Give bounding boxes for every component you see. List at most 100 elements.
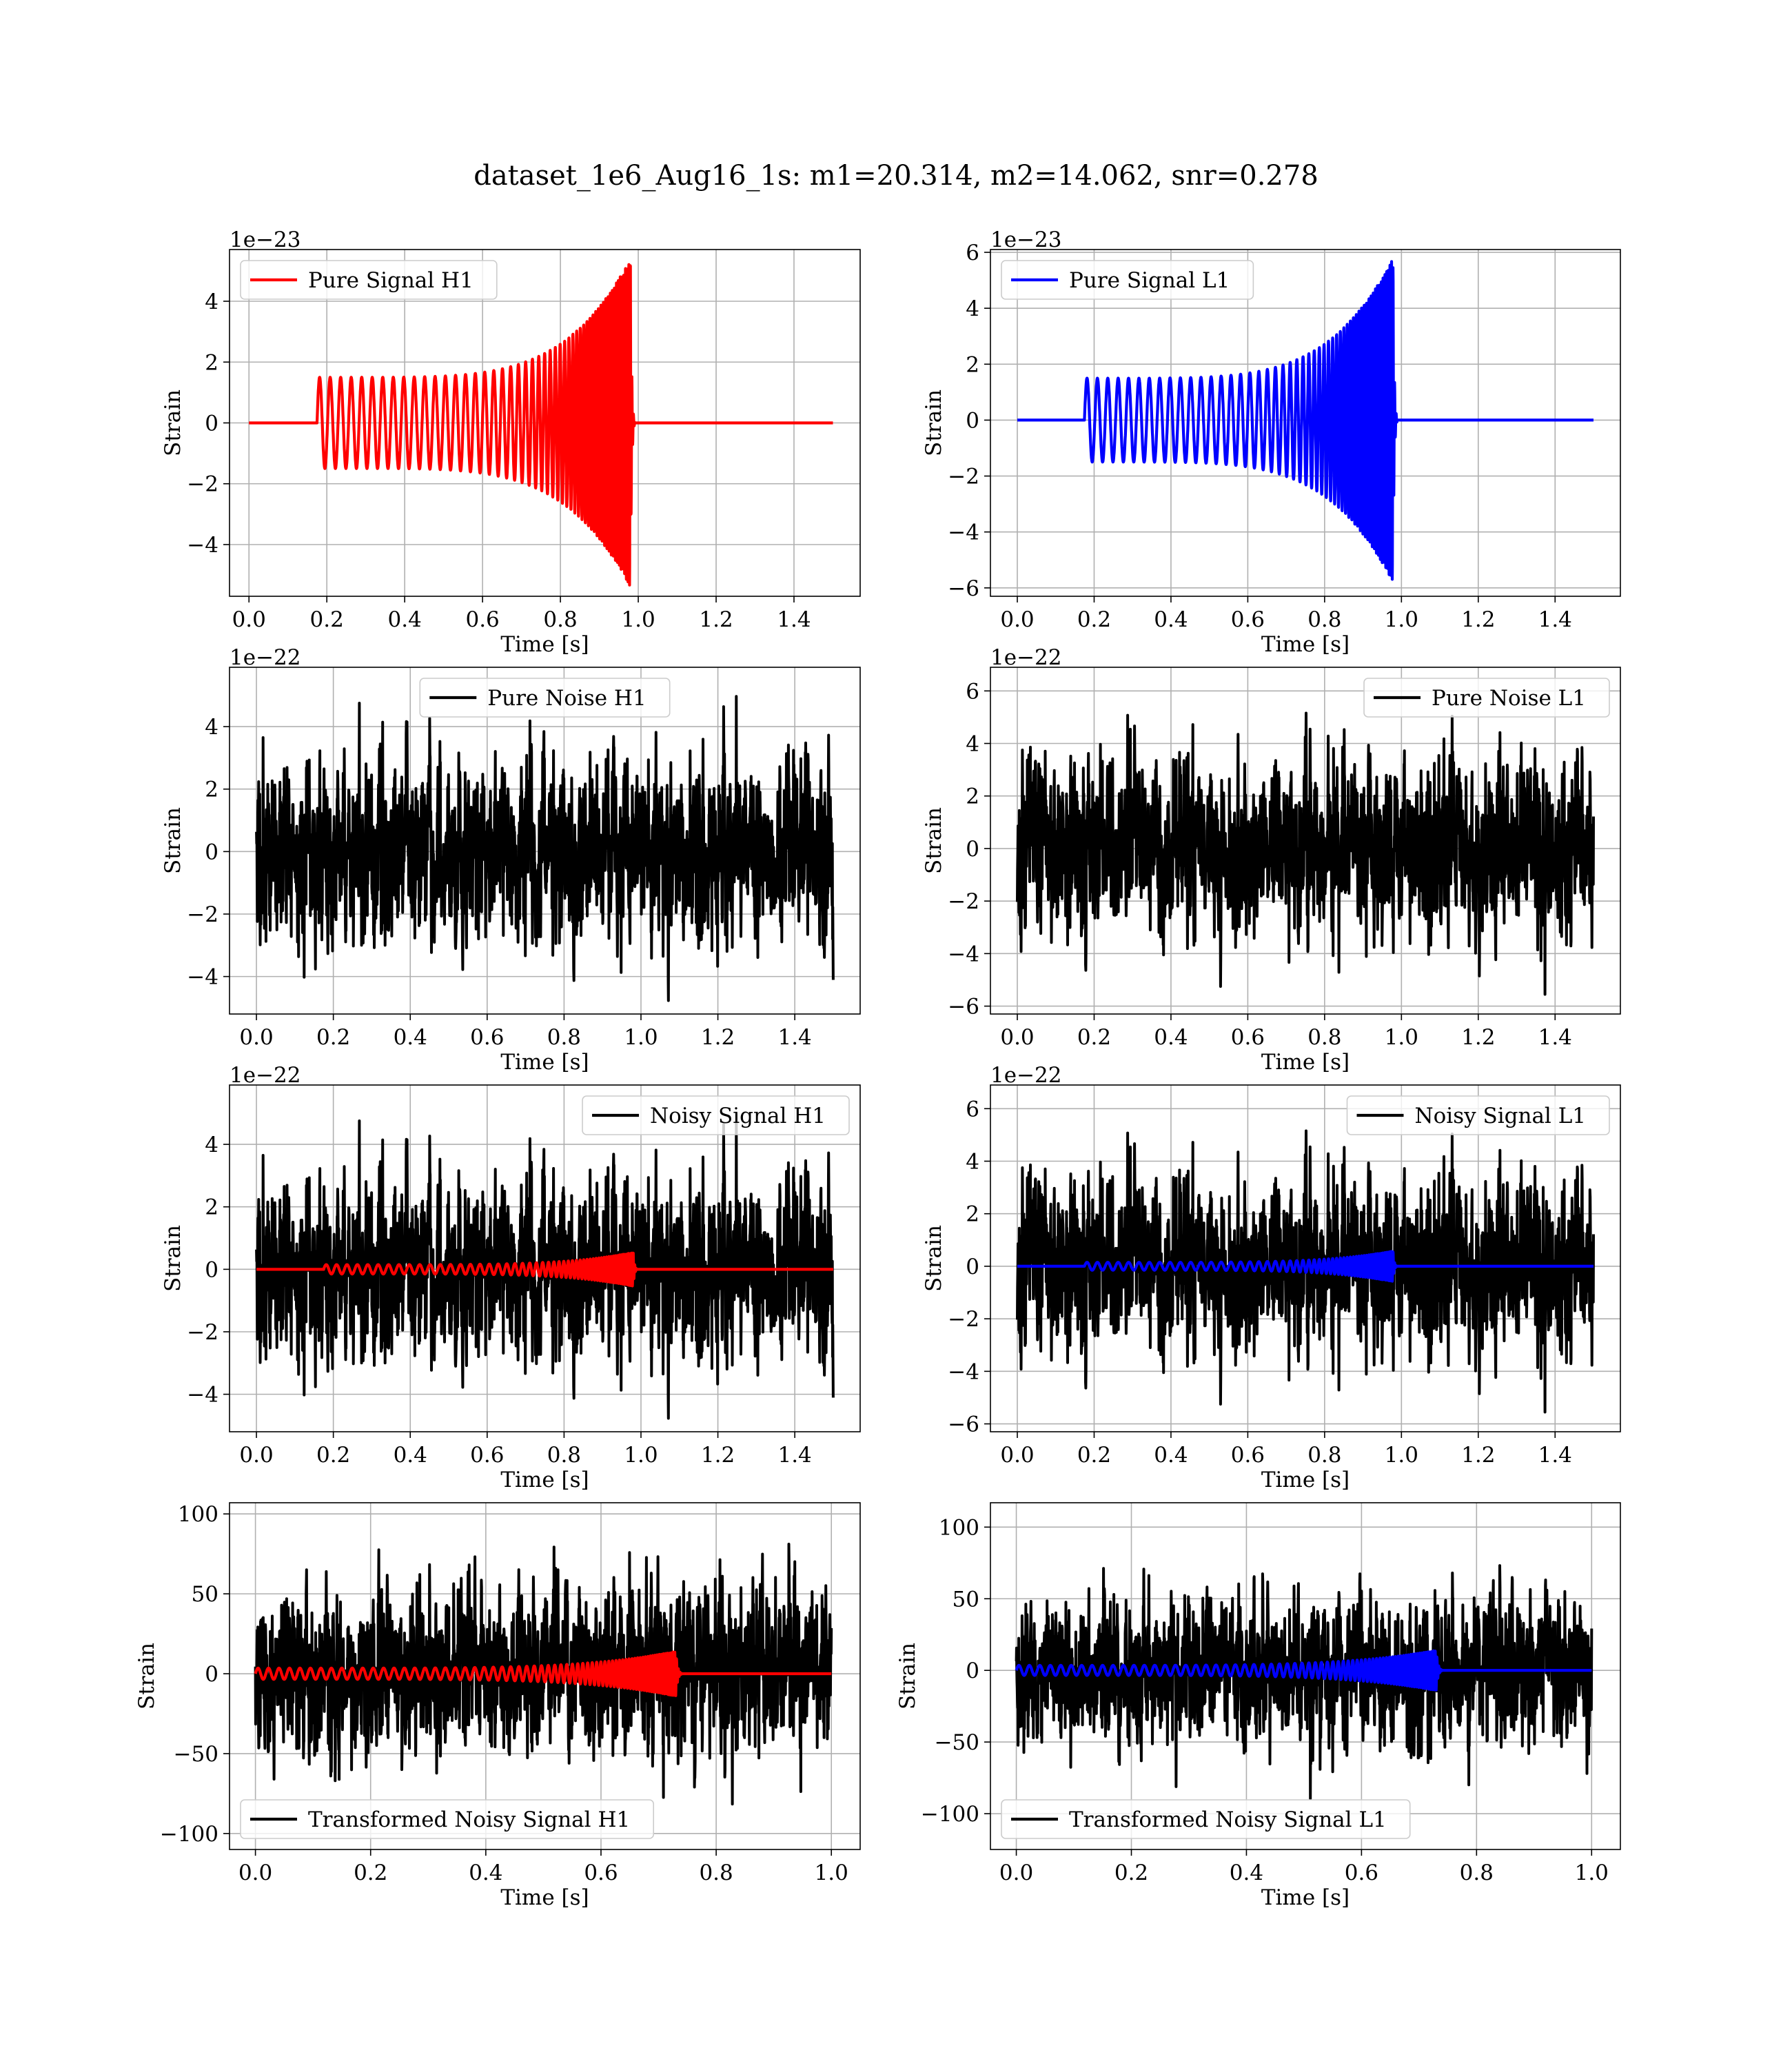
x-tick-label: 0.2 [1077,607,1111,632]
y-tick-label: 4 [205,290,218,314]
y-tick-label: 0 [205,1257,218,1282]
series-line-transformed-noisy-signal-h1 [254,1543,833,1806]
y-tick-label: −100 [921,1802,979,1827]
x-tick-label: 1.2 [1461,1025,1495,1050]
x-tick-label: 1.2 [699,607,733,632]
series-line-chirp-overlay [255,1251,835,1288]
y-tick-label: 2 [205,778,218,802]
y-tick-label: −2 [948,465,979,489]
series-group [255,1113,835,1420]
x-axis-label: Time [s] [1261,1050,1350,1075]
legend-box [1001,1799,1411,1839]
x-tick-label: 0.6 [1345,1861,1378,1885]
y-tick-label: −2 [187,1320,218,1345]
axes-frame [990,1084,1621,1432]
x-tick-label: 0.4 [1154,607,1188,632]
y-tick-label: 0 [205,412,218,436]
x-tick-label: 0.0 [232,607,266,632]
y-tick-label: 6 [966,241,979,265]
y-tick-label: −4 [187,965,218,990]
series-line-pure-noise-h1 [255,695,835,1002]
x-axis-label: Time [s] [1261,1885,1350,1910]
axis-offset-text: 1e−22 [990,645,1062,670]
legend-box [582,1095,850,1135]
axes-frame [990,1502,1621,1850]
y-tick-label: 4 [966,1150,979,1175]
y-tick-label: 2 [966,1202,979,1227]
noisy-signal-h1-panel: 0.0 0.2 0.4 0.6 0.8 1.0 1.2 1.4 −4 −2 0 2 4 Time [s] S… [161,1063,861,1492]
x-tick-label: 1.4 [777,607,811,632]
pure-signal-l1-panel: 0.0 0.2 0.4 0.6 0.8 1.0 1.2 1.4 −6 −4 −2 0 2 4 6 Time [… [922,227,1621,657]
y-tick-label: −2 [187,902,218,927]
pure-signal-h1-panel: 0.0 0.2 0.4 0.6 0.8 1.0 1.2 1.4 −4 −2 0 2 4 Time [s] S… [161,227,861,657]
series-group [254,1543,833,1806]
y-axis-label: Strain [895,1643,920,1710]
y-axis-label: Strain [134,1643,159,1710]
x-tick-label: 1.0 [621,607,655,632]
x-tick-label: 1.0 [1385,1025,1418,1050]
x-tick-label: 1.4 [1538,1443,1572,1468]
series-line-chirp-overlay [254,1650,833,1697]
x-axis-label: Time [s] [1261,632,1350,657]
axis-offset-text: 1e−22 [990,1063,1062,1088]
y-tick-label: 4 [205,1133,218,1157]
x-tick-label: 0.0 [239,1025,273,1050]
y-tick-label: −4 [948,942,979,966]
axis-offset-text: 1e−23 [990,227,1062,252]
y-axis-label: Strain [922,807,946,874]
y-tick-label: 0 [205,1662,218,1687]
series-group [255,695,835,1002]
legend: Pure Noise H1 [419,678,671,718]
x-tick-label: 1.2 [1461,607,1495,632]
x-tick-label: 0.6 [1231,1443,1265,1468]
y-tick-label: 6 [966,1097,979,1122]
legend-label: Transformed Noisy Signal H1 [308,1807,630,1832]
x-tick-label: 1.0 [1385,607,1418,632]
x-tick-label: 1.0 [1385,1443,1418,1468]
y-tick-label: 2 [966,784,979,809]
series-line-pure-noise-l1 [1016,711,1595,996]
y-axis-label: Strain [161,807,185,874]
y-axis-label: Strain [161,1225,185,1292]
y-tick-label: −4 [187,1383,218,1408]
y-tick-label: −6 [948,995,979,1020]
y-tick-label: −50 [935,1730,979,1755]
legend-box [240,260,498,300]
y-tick-label: 4 [966,296,979,321]
axis-offset-text: 1e−22 [230,1063,301,1088]
y-axis-label: Strain [161,389,185,456]
y-tick-label: 2 [205,1195,218,1220]
x-tick-label: 1.0 [624,1025,658,1050]
x-tick-label: 0.4 [388,607,422,632]
legend: Pure Signal L1 [1001,260,1254,300]
series-line-pure-signal-h1 [247,263,835,587]
legend-box [419,678,671,718]
y-tick-label: −2 [948,889,979,914]
x-tick-label: 0.8 [699,1861,733,1885]
y-tick-label: −2 [187,472,218,497]
series-line-noisy-signal-h1 [255,1113,835,1420]
legend-box [240,1799,655,1839]
x-tick-label: 1.2 [701,1443,735,1468]
axes-frame [229,667,861,1015]
x-tick-label: 0.6 [470,1443,504,1468]
legend-label: Noisy Signal L1 [1415,1104,1587,1128]
legend-label: Transformed Noisy Signal L1 [1069,1807,1387,1832]
x-tick-label: 0.8 [547,1443,581,1468]
x-tick-label: 0.8 [1307,1025,1341,1050]
y-tick-label: 0 [966,408,979,433]
x-tick-label: 1.4 [1538,607,1572,632]
transformed-noisy-signal-h1-panel: 0.0 0.2 0.4 0.6 0.8 1.0 −100 −50 0 50 100 Time [s] S… [134,1502,861,1910]
y-tick-label: 100 [178,1502,218,1527]
series-group [247,263,835,587]
series-line-transformed-noisy-signal-l1 [1015,1564,1594,1801]
x-tick-label: 0.4 [394,1443,427,1468]
legend-box [1346,1095,1610,1135]
x-tick-label: 0.0 [1000,1443,1034,1468]
x-tick-label: 1.2 [701,1025,735,1050]
y-tick-label: −4 [187,533,218,558]
x-tick-label: 0.4 [1230,1861,1263,1885]
x-tick-label: 0.0 [239,1443,273,1468]
y-tick-label: 0 [966,1659,979,1683]
